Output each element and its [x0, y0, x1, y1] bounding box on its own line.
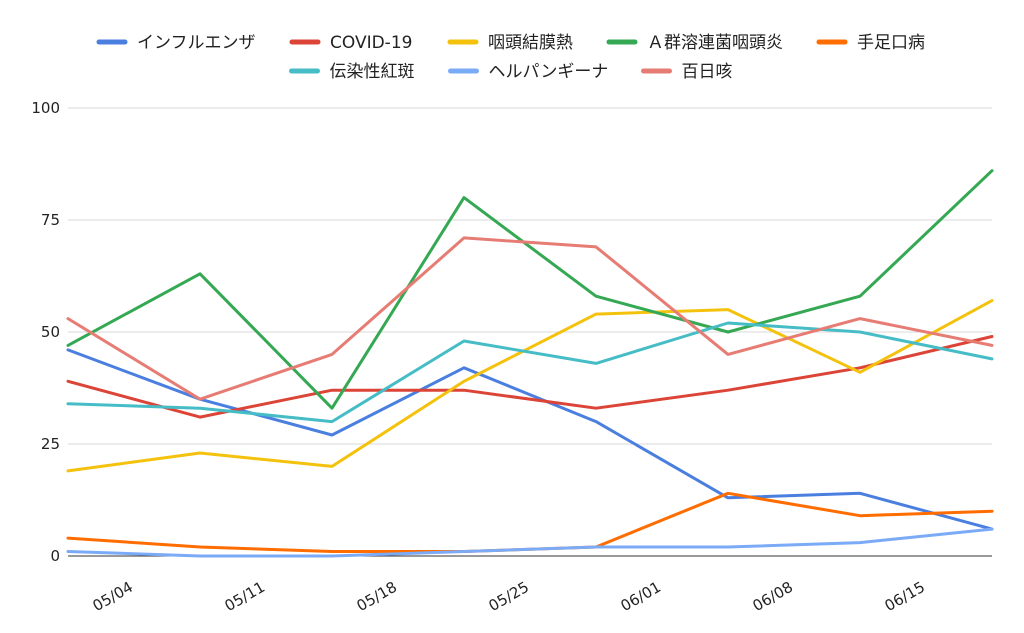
y-tick-label: 75: [41, 211, 60, 229]
legend-item-4: 手足口病: [816, 33, 925, 53]
y-tick-label: 100: [31, 99, 60, 117]
legend-label: 咽頭結膜熱: [488, 33, 573, 53]
legend-label: ヘルパンギーナ: [489, 62, 609, 82]
legend-label: 百日咳: [682, 62, 733, 82]
legend-label: 手足口病: [857, 33, 925, 53]
series-line-3: [66, 169, 994, 410]
legend-label: Ａ群溶連菌咽頭炎: [647, 33, 783, 53]
legend-item-0: インフルエンザ: [96, 33, 256, 53]
legend-label: 伝染性紅斑: [330, 62, 415, 82]
x-tick-label: 06/01: [618, 578, 664, 615]
legend-item-2: 咽頭結膜熱: [447, 33, 573, 53]
x-tick-label: 06/15: [882, 578, 928, 615]
series-line-5: [66, 321, 994, 424]
legend-item-6: ヘルパンギーナ: [448, 62, 609, 82]
y-tick-label: 50: [41, 323, 60, 341]
x-axis: 05/04 05/11 05/18 05/25 06/01 06/08 06/15: [90, 578, 928, 615]
x-tick-label: 05/18: [354, 578, 400, 615]
legend-label: COVID-19: [330, 33, 412, 53]
series-line-6: [66, 527, 994, 558]
x-tick-label: 05/25: [486, 578, 532, 615]
gridlines: [68, 107, 992, 557]
legend-item-3: Ａ群溶連菌咽頭炎: [606, 33, 783, 53]
legend-item-5: 伝染性紅斑: [289, 62, 415, 82]
series-line-0: [66, 348, 994, 531]
series-line-2: [66, 299, 994, 473]
x-tick-label: 05/04: [90, 578, 136, 615]
y-tick-label: 0: [50, 547, 60, 565]
legend-item-7: 百日咳: [641, 62, 733, 82]
legend-label: インフルエンザ: [137, 33, 256, 53]
y-tick-label: 25: [41, 435, 60, 453]
series-lines: [66, 169, 994, 558]
x-tick-label: 05/11: [222, 578, 268, 615]
y-axis: 0 25 50 75 100: [31, 99, 60, 565]
series-line-7: [66, 236, 994, 401]
legend-item-1: COVID-19: [289, 33, 412, 53]
x-tick-label: 06/08: [750, 578, 796, 615]
series-line-1: [66, 335, 994, 419]
